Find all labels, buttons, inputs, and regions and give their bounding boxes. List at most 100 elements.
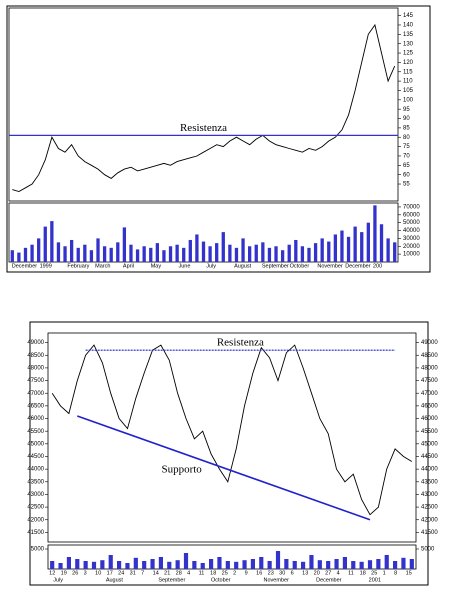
x-tick-label: 26 bbox=[72, 570, 78, 576]
y-tick-label: 55 bbox=[403, 182, 410, 188]
volume-bar bbox=[125, 563, 130, 569]
x-tick-label: 27 bbox=[325, 570, 331, 576]
volume-bar bbox=[188, 239, 192, 262]
y-tick-label: 45500 bbox=[27, 429, 44, 435]
volume-bar bbox=[386, 238, 390, 262]
x-tick-label: May bbox=[151, 263, 162, 269]
volume-bar bbox=[50, 561, 55, 569]
volume-bar bbox=[379, 224, 384, 262]
volume-bar bbox=[133, 557, 138, 569]
volume-bar bbox=[267, 247, 272, 262]
volume-bar bbox=[313, 243, 318, 262]
x-tick-label: 2001 bbox=[369, 577, 381, 583]
y-tick-label: 49000 bbox=[27, 340, 44, 346]
volume-bar bbox=[149, 247, 153, 262]
volume-bar bbox=[175, 244, 179, 262]
volume-bar bbox=[409, 559, 414, 569]
x-tick-label: 3 bbox=[84, 570, 87, 576]
volume-bar bbox=[254, 244, 258, 262]
x-tick-label: 20 bbox=[314, 570, 320, 576]
volume-bar bbox=[209, 559, 214, 569]
x-tick-label: 4 bbox=[337, 570, 340, 576]
y-tick-label: 44500 bbox=[27, 454, 44, 460]
x-tick-label: 25 bbox=[371, 570, 377, 576]
volume-bar bbox=[353, 226, 357, 262]
x-tick-label: July bbox=[53, 577, 63, 583]
volume-bar bbox=[393, 561, 398, 569]
x-tick-label: 23 bbox=[268, 570, 274, 576]
volume-bar bbox=[150, 559, 155, 569]
volume-bar bbox=[50, 221, 54, 262]
y-tick-label: 45000 bbox=[421, 441, 438, 447]
volume-bar bbox=[241, 238, 245, 262]
x-tick-label: 11 bbox=[199, 570, 205, 576]
y-tick-label: 135 bbox=[403, 32, 414, 38]
y-tick-label: 115 bbox=[403, 69, 413, 75]
volume-bar bbox=[215, 243, 219, 262]
volume-bar bbox=[23, 247, 28, 262]
volume-bar bbox=[275, 551, 281, 569]
y-tick-label: 5000 bbox=[31, 547, 45, 553]
volume-bar bbox=[217, 557, 222, 569]
price-panel bbox=[8, 7, 399, 202]
volume-bar bbox=[287, 244, 291, 262]
volume-bar bbox=[10, 250, 14, 262]
y-tick-label: 45000 bbox=[27, 441, 44, 447]
volume-bar bbox=[309, 555, 314, 569]
y-tick-label: 48000 bbox=[27, 365, 44, 371]
volume-bar bbox=[30, 244, 34, 262]
x-tick-label: 1999 bbox=[40, 263, 52, 269]
x-tick-label: 17 bbox=[107, 570, 113, 576]
x-tick-label: 8 bbox=[394, 570, 397, 576]
y-tick-label: 140 bbox=[403, 23, 414, 29]
y-tick-label: 80 bbox=[403, 135, 410, 141]
y-tick-label: 60 bbox=[403, 172, 410, 178]
volume-bar bbox=[122, 227, 127, 262]
volume-bar bbox=[208, 246, 212, 262]
y-tick-label: 44500 bbox=[421, 454, 438, 460]
volume-bar bbox=[267, 561, 272, 569]
volume-bar bbox=[346, 236, 351, 262]
volume-bar bbox=[100, 560, 105, 569]
volume-bar bbox=[359, 561, 364, 569]
volume-bar bbox=[175, 560, 180, 569]
x-tick-label: 25 bbox=[222, 570, 228, 576]
x-tick-label: February bbox=[67, 263, 89, 269]
x-tick-label: 18 bbox=[210, 570, 216, 576]
x-tick-label: 10 bbox=[95, 570, 101, 576]
y-tick-label: 48500 bbox=[421, 353, 438, 359]
x-tick-label: 24 bbox=[118, 570, 124, 576]
y-tick-label: 42500 bbox=[27, 505, 44, 511]
x-tick-label: December bbox=[316, 577, 342, 583]
volume-bar bbox=[162, 250, 166, 262]
price-line bbox=[51, 344, 413, 516]
volume-bar bbox=[340, 230, 344, 262]
y-tick-label: 46500 bbox=[421, 403, 438, 409]
volume-bar bbox=[200, 563, 205, 569]
x-tick-label: 4 bbox=[187, 570, 190, 576]
support-line bbox=[77, 415, 371, 521]
x-tick-label: 12 bbox=[49, 570, 55, 576]
x-tick-label: 2 bbox=[233, 570, 236, 576]
volume-bar bbox=[401, 557, 406, 569]
frame bbox=[6, 5, 431, 273]
y-tick-label: 48000 bbox=[421, 365, 438, 371]
y-tick-label: 110 bbox=[403, 79, 413, 85]
y-tick-label: 60000 bbox=[403, 212, 420, 218]
x-tick-label: August bbox=[234, 263, 252, 269]
x-tick-label: July bbox=[206, 263, 216, 269]
y-tick-label: 75 bbox=[403, 144, 410, 150]
y-tick-label: 50000 bbox=[403, 220, 420, 226]
volume-bar bbox=[116, 242, 120, 262]
volume-bar bbox=[301, 561, 306, 569]
y-tick-label: 46000 bbox=[421, 416, 438, 422]
y-tick-label: 43000 bbox=[421, 492, 438, 498]
volume-bar bbox=[351, 561, 356, 569]
y-tick-label: 10000 bbox=[403, 252, 420, 258]
price-line bbox=[12, 23, 396, 192]
y-tick-label: 49000 bbox=[421, 340, 438, 346]
volume-bar bbox=[108, 555, 113, 569]
x-tick-label: 21 bbox=[164, 570, 170, 576]
volume-bar bbox=[75, 559, 80, 569]
y-tick-label: 145 bbox=[403, 13, 414, 19]
